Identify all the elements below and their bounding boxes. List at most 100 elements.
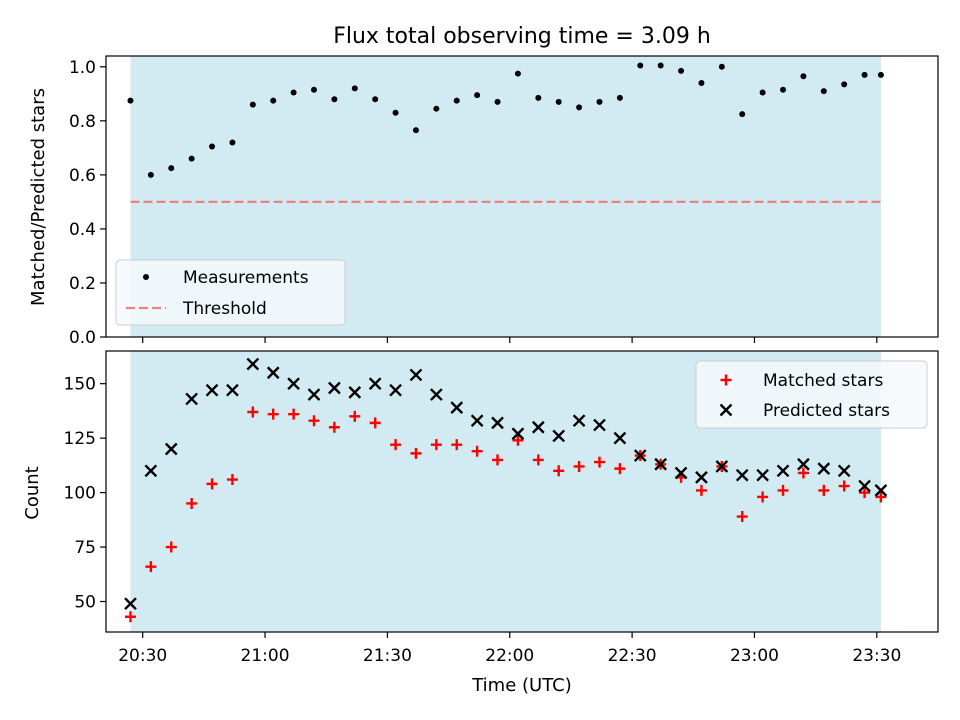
bottom-series0-point-35 [838, 480, 850, 492]
bottom-series0-point-12 [369, 417, 381, 429]
top-series0-point-6 [249, 101, 256, 108]
bottom-series1-point-1 [144, 464, 158, 478]
bottom-ytick-label-2: 100 [64, 484, 96, 504]
top-series0-point-3 [188, 155, 195, 162]
bottom-series1-point-9 [307, 388, 321, 401]
top-series0-point-24 [616, 94, 623, 101]
top-series0-point-12 [372, 96, 379, 103]
top-ytick-label-0: 0.0 [69, 328, 96, 348]
bottom-series0-point-15 [430, 439, 442, 451]
bottom-xtick-label-4: 22:30 [608, 646, 657, 666]
top-legend-measurements-label: Measurements [183, 268, 309, 288]
bottom-series1-point-31 [756, 468, 769, 482]
figure-title: Flux total observing time = 3.09 h [333, 24, 711, 49]
bottom-series1-point-2 [164, 442, 178, 456]
top-series0-point-0 [127, 97, 134, 104]
top-series0-point-20 [535, 94, 542, 101]
top-series0-point-34 [820, 88, 827, 95]
bottom-series0-point-11 [349, 410, 361, 422]
bottom-series1-point-20 [531, 420, 545, 434]
bottom-series0-point-32 [777, 484, 789, 496]
bottom-series0-point-24 [614, 463, 626, 475]
bottom-ytick-label-0: 50 [74, 593, 96, 613]
bottom-xtick-label-0: 20:30 [118, 646, 167, 666]
top-series0-point-4 [209, 143, 216, 150]
top-series0-point-14 [412, 127, 419, 134]
bottom-x-ticks: 20:30 21:00 21:30 22:00 22:30 23:00 23:30 [118, 632, 901, 666]
top-series0-point-1 [147, 171, 154, 178]
bottom-series1-point-35 [837, 464, 851, 478]
bottom-series0-point-5 [226, 474, 238, 486]
bottom-series0-point-23 [593, 456, 605, 468]
bottom-series1-point-4 [205, 383, 219, 397]
bottom-series0-point-14 [410, 447, 422, 459]
bottom-series1-point-21 [552, 429, 566, 443]
bottom-series1-point-11 [348, 386, 362, 399]
bottom-series0-point-37 [875, 491, 887, 503]
top-series0-point-21 [555, 98, 562, 105]
x-axis-label: Time (UTC) [471, 675, 572, 696]
bottom-legend-predicted-label: Predicted stars [763, 401, 890, 421]
bottom-series0-point-21 [553, 465, 565, 477]
top-series0-point-33 [800, 73, 807, 80]
bottom-series1-point-24 [613, 431, 627, 445]
top-series0-point-5 [229, 139, 236, 146]
bottom-series0-point-1 [145, 561, 157, 573]
bottom-series1-point-23 [593, 418, 606, 432]
bottom-xtick-label-3: 22:00 [485, 646, 534, 666]
top-series0-point-16 [453, 97, 460, 104]
top-legend-measurements-swatch [143, 274, 149, 280]
bottom-series0-point-0 [124, 611, 136, 623]
bottom-series0-point-17 [471, 445, 483, 457]
bottom-series0-point-22 [573, 460, 585, 472]
bottom-series0-point-36 [859, 487, 871, 499]
bottom-series1-point-10 [328, 381, 341, 395]
bottom-series1-point-19 [511, 427, 525, 441]
top-measurement-points [127, 62, 884, 178]
top-series0-point-8 [290, 89, 297, 96]
top-ytick-label-1: 0.2 [69, 274, 96, 294]
bottom-legend: Matched stars Predicted stars [695, 360, 928, 429]
bottom-series0-point-30 [736, 511, 748, 523]
bottom-xtick-label-5: 23:00 [730, 646, 779, 666]
top-frame-rect [105, 55, 939, 338]
bottom-series1-point-30 [735, 468, 749, 482]
top-ytick-label-2: 0.4 [69, 220, 96, 240]
bottom-series1-point-33 [797, 457, 810, 471]
bottom-series0-point-7 [267, 408, 279, 420]
bottom-series1-point-7 [266, 366, 280, 380]
bottom-series1-point-15 [430, 388, 443, 401]
top-series0-point-7 [270, 97, 277, 104]
top-series0-point-23 [596, 98, 603, 105]
bottom-series1-point-25 [633, 449, 647, 462]
bottom-frame-rect [105, 350, 939, 633]
top-series0-point-32 [780, 86, 787, 93]
bottom-series0-point-20 [532, 454, 544, 466]
bottom-series0-point-13 [390, 439, 402, 451]
top-y-axis-label: Matched/Predicted stars [28, 88, 49, 306]
top-series0-point-25 [637, 62, 644, 69]
top-series0-point-22 [576, 104, 583, 111]
top-y-ticks: 0.0 0.2 0.4 0.6 0.8 1.0 [69, 58, 106, 348]
bottom-series0-point-19 [512, 434, 524, 446]
top-series0-point-18 [494, 98, 501, 105]
bottom-axis-frame [105, 350, 939, 633]
bottom-xtick-label-2: 21:30 [363, 646, 412, 666]
bottom-series1-point-3 [185, 392, 198, 406]
bottom-legend-box [695, 360, 928, 429]
top-ytick-label-5: 1.0 [69, 58, 96, 78]
top-series0-point-9 [311, 86, 317, 93]
top-series0-point-36 [861, 71, 868, 78]
bottom-y-ticks: 50 75 100 125 150 [64, 375, 106, 613]
bottom-series0-point-10 [328, 421, 340, 433]
bottom-series0-point-33 [797, 467, 809, 479]
top-legend-box [115, 259, 346, 326]
top-series0-point-35 [841, 81, 848, 88]
top-series0-point-28 [698, 80, 705, 87]
bottom-series1-point-22 [572, 414, 586, 428]
bottom-series1-point-18 [491, 416, 504, 430]
bottom-series1-point-32 [776, 464, 790, 478]
bottom-series0-point-9 [308, 415, 320, 427]
bottom-legend-matched-label: Matched stars [763, 371, 883, 391]
